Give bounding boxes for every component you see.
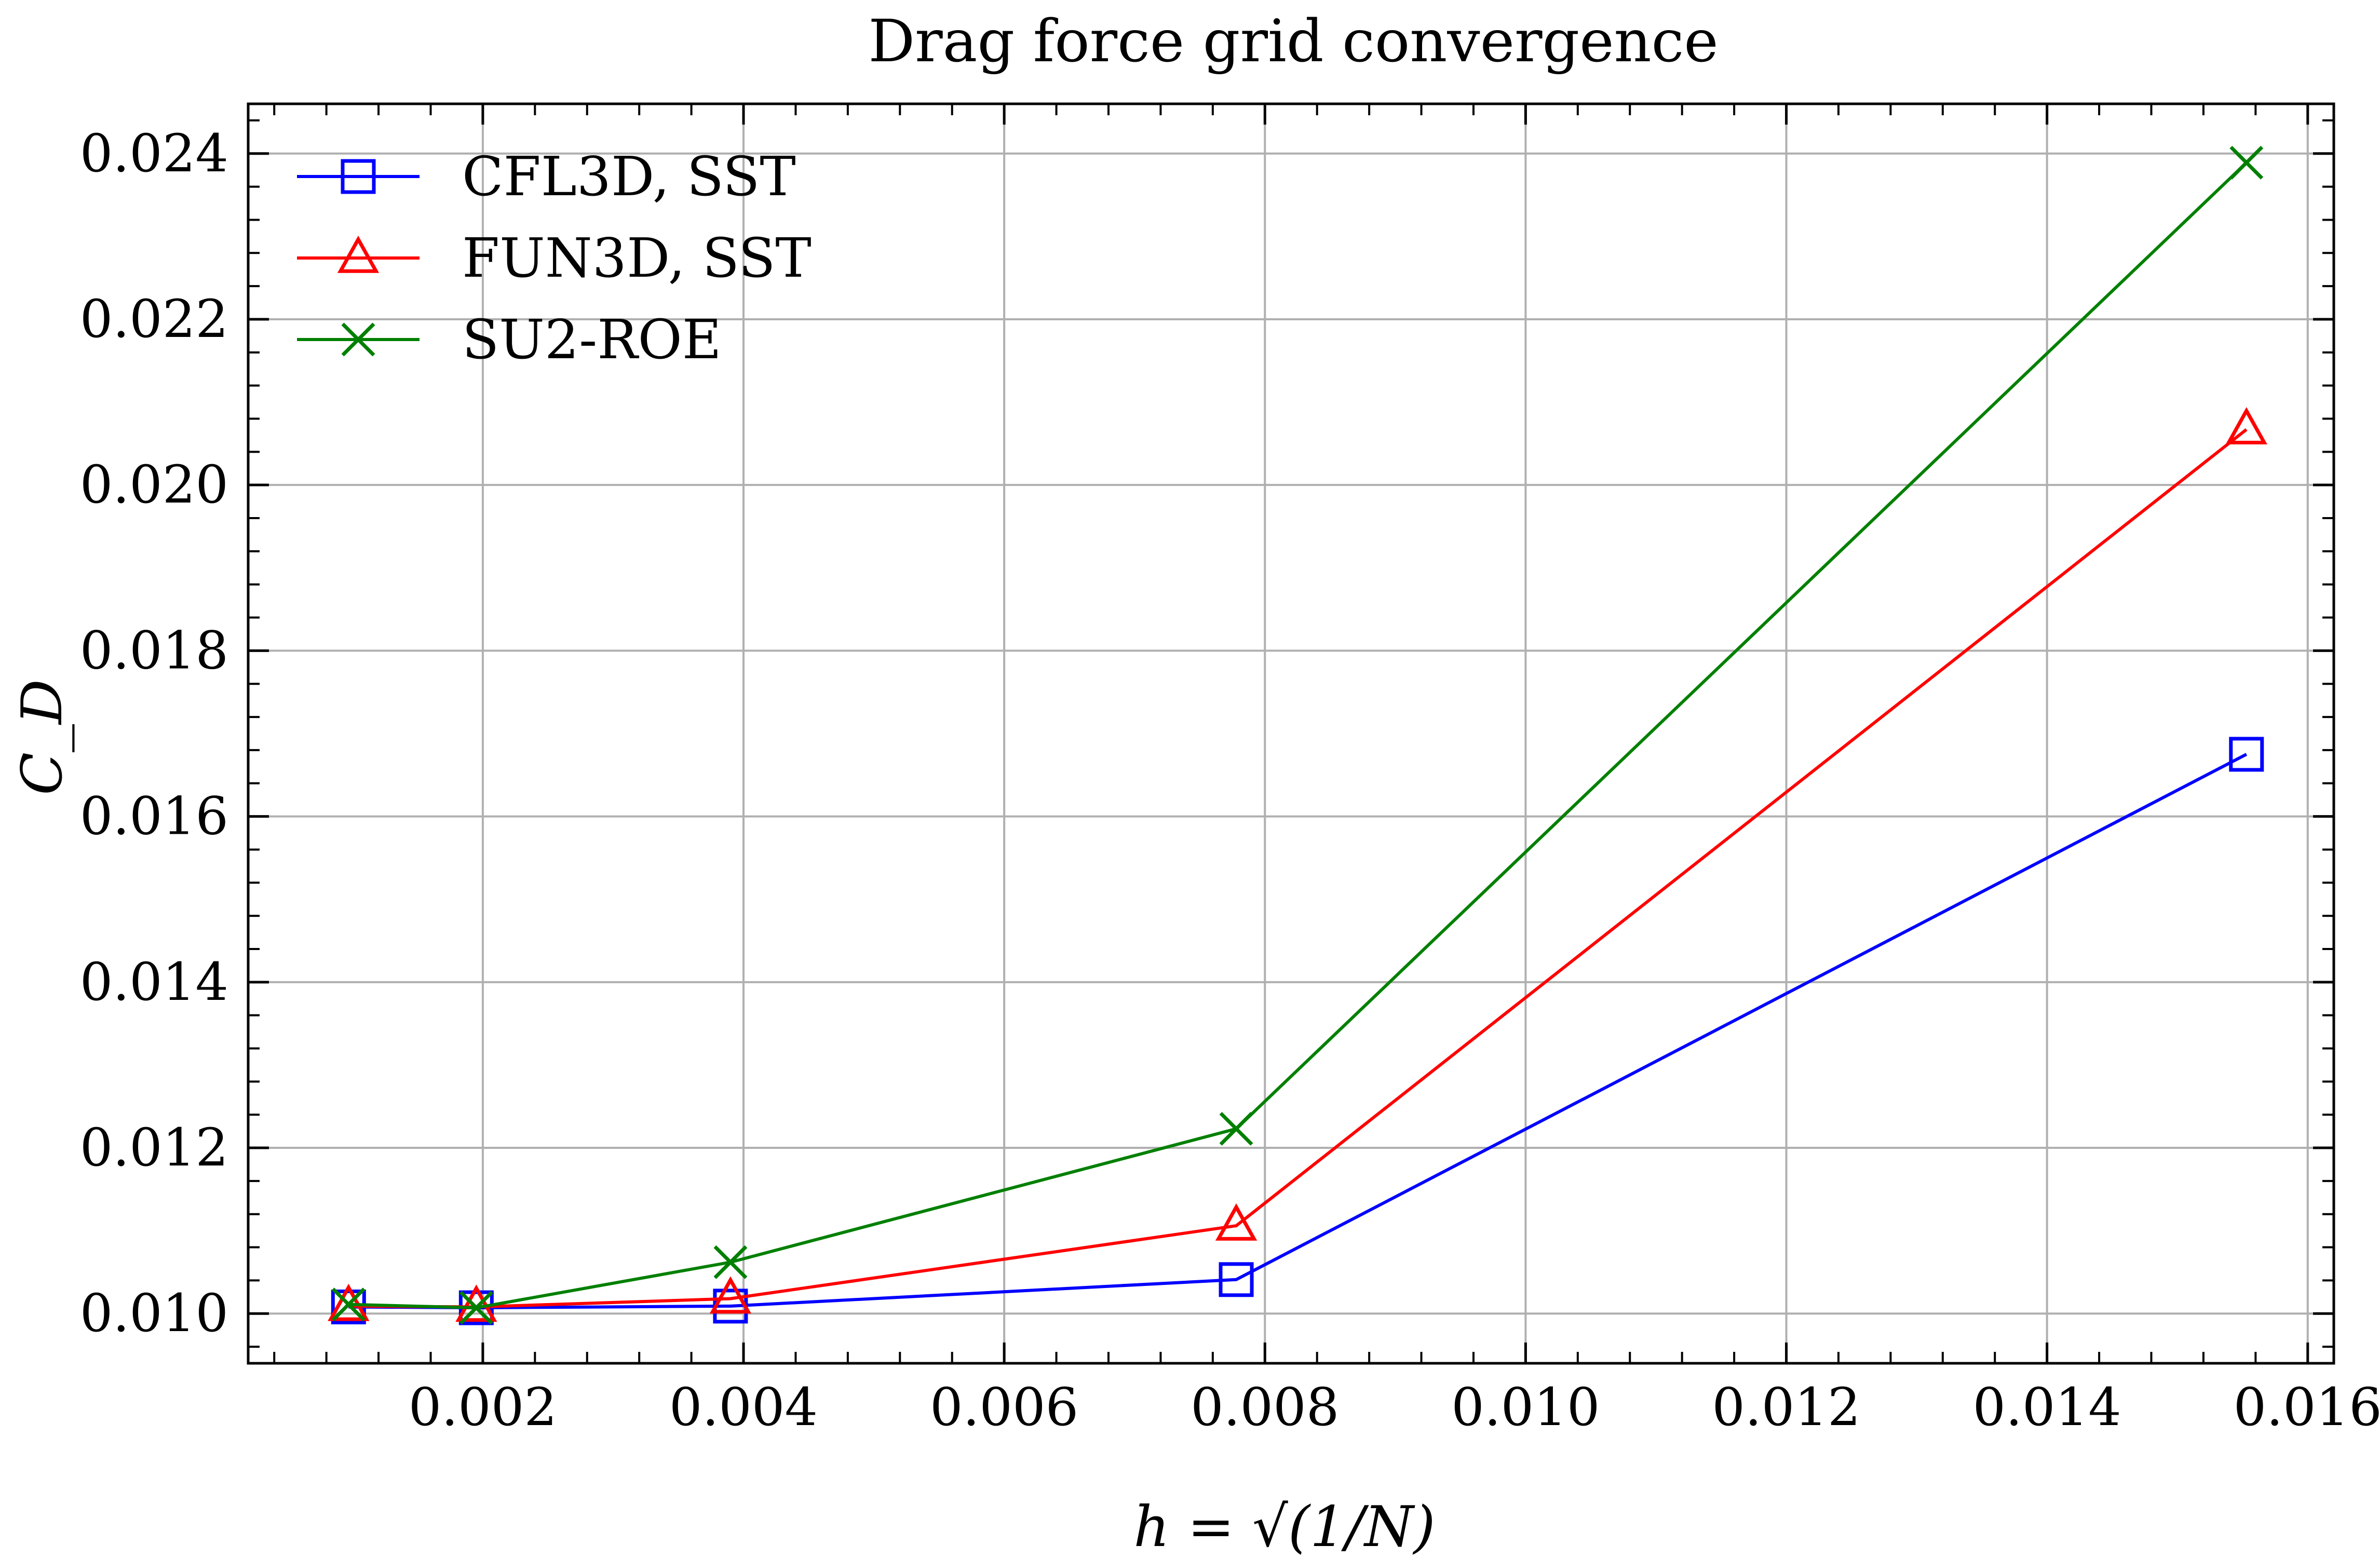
data-point-su2-roe-stroke-b	[2229, 145, 2264, 180]
x-tick-label: 0.012	[1712, 1377, 1860, 1438]
data-point-fun3d-sst	[455, 1284, 497, 1322]
data-point-su2-roe-stroke-b	[713, 1245, 748, 1279]
y-tick-label: 0.010	[80, 1283, 228, 1344]
legend-entry-fun3d-sst: FUN3D, SST	[297, 226, 812, 290]
data-point-su2-roe-stroke-b	[459, 1291, 493, 1325]
x-tick-label: 0.004	[669, 1377, 818, 1438]
data-point-su2-roe-stroke-b	[331, 1287, 366, 1322]
legend-marker-su2-roe	[341, 322, 375, 357]
x-tick-label: 0.010	[1451, 1377, 1600, 1438]
legend-label-cfl3d-sst: CFL3D, SST	[462, 145, 796, 208]
data-point-fun3d-sst	[1215, 1203, 1257, 1241]
series-su2-roe	[331, 145, 2264, 1325]
legend: CFL3D, SST FUN3D, SST SU2-ROE	[297, 145, 812, 371]
data-point-fun3d-sst	[709, 1276, 752, 1314]
data-point-su2-roe	[2229, 145, 2264, 180]
y-axis-label: C_D	[10, 679, 75, 795]
data-point-su2-roe	[1219, 1111, 1253, 1146]
x-axis-label-text: h = √(1/N)	[1133, 1495, 1435, 1559]
legend-label-su2-roe: SU2-ROE	[462, 308, 722, 371]
legend-marker-su2-roe-stroke-b	[341, 322, 375, 357]
data-point-su2-roe-stroke-b	[1219, 1111, 1253, 1146]
plot-frame	[247, 102, 2335, 1365]
data-point-su2-roe	[459, 1291, 493, 1325]
y-tick-label: 0.016	[80, 786, 228, 847]
y-tick-label: 0.018	[80, 620, 228, 681]
x-tick-labels: 0.002 0.004 0.006 0.008 0.010 0.012 0.014 0.016	[409, 1377, 2380, 1438]
legend-marker-cfl3d-sst	[341, 159, 376, 194]
x-tick-label: 0.016	[2234, 1377, 2380, 1438]
x-axis-label: h = √(1/N)	[1133, 1495, 1435, 1559]
x-tick-label: 0.008	[1191, 1377, 1339, 1438]
legend-entry-cfl3d-sst: CFL3D, SST	[297, 145, 796, 208]
chart-title: Drag force grid convergence	[868, 8, 1718, 75]
series-layer	[328, 145, 2267, 1325]
data-point-su2-roe	[331, 1287, 366, 1322]
data-point-cfl3d-sst	[1219, 1262, 1254, 1297]
y-tick-label: 0.012	[80, 1117, 228, 1178]
y-tick-label: 0.014	[80, 952, 228, 1012]
data-point-fun3d-sst	[2225, 407, 2267, 444]
y-tick-label: 0.022	[80, 289, 228, 349]
y-tick-label: 0.020	[80, 454, 228, 515]
legend-label-fun3d-sst: FUN3D, SST	[462, 226, 812, 290]
y-tick-labels: 0.010 0.012 0.014 0.016 0.018 0.020 0.022 0.024	[80, 123, 228, 1344]
grid-lines	[248, 104, 2334, 1363]
y-tick-label: 0.024	[80, 123, 228, 184]
data-point-cfl3d-sst	[2229, 737, 2264, 772]
x-tick-label: 0.014	[1973, 1377, 2121, 1438]
legend-entry-su2-roe: SU2-ROE	[297, 308, 722, 371]
axis-ticks	[248, 104, 2334, 1363]
x-tick-label: 0.006	[930, 1377, 1078, 1438]
x-tick-label: 0.002	[409, 1377, 557, 1438]
legend-marker-fun3d-sst	[337, 235, 380, 273]
data-point-su2-roe	[713, 1245, 748, 1279]
